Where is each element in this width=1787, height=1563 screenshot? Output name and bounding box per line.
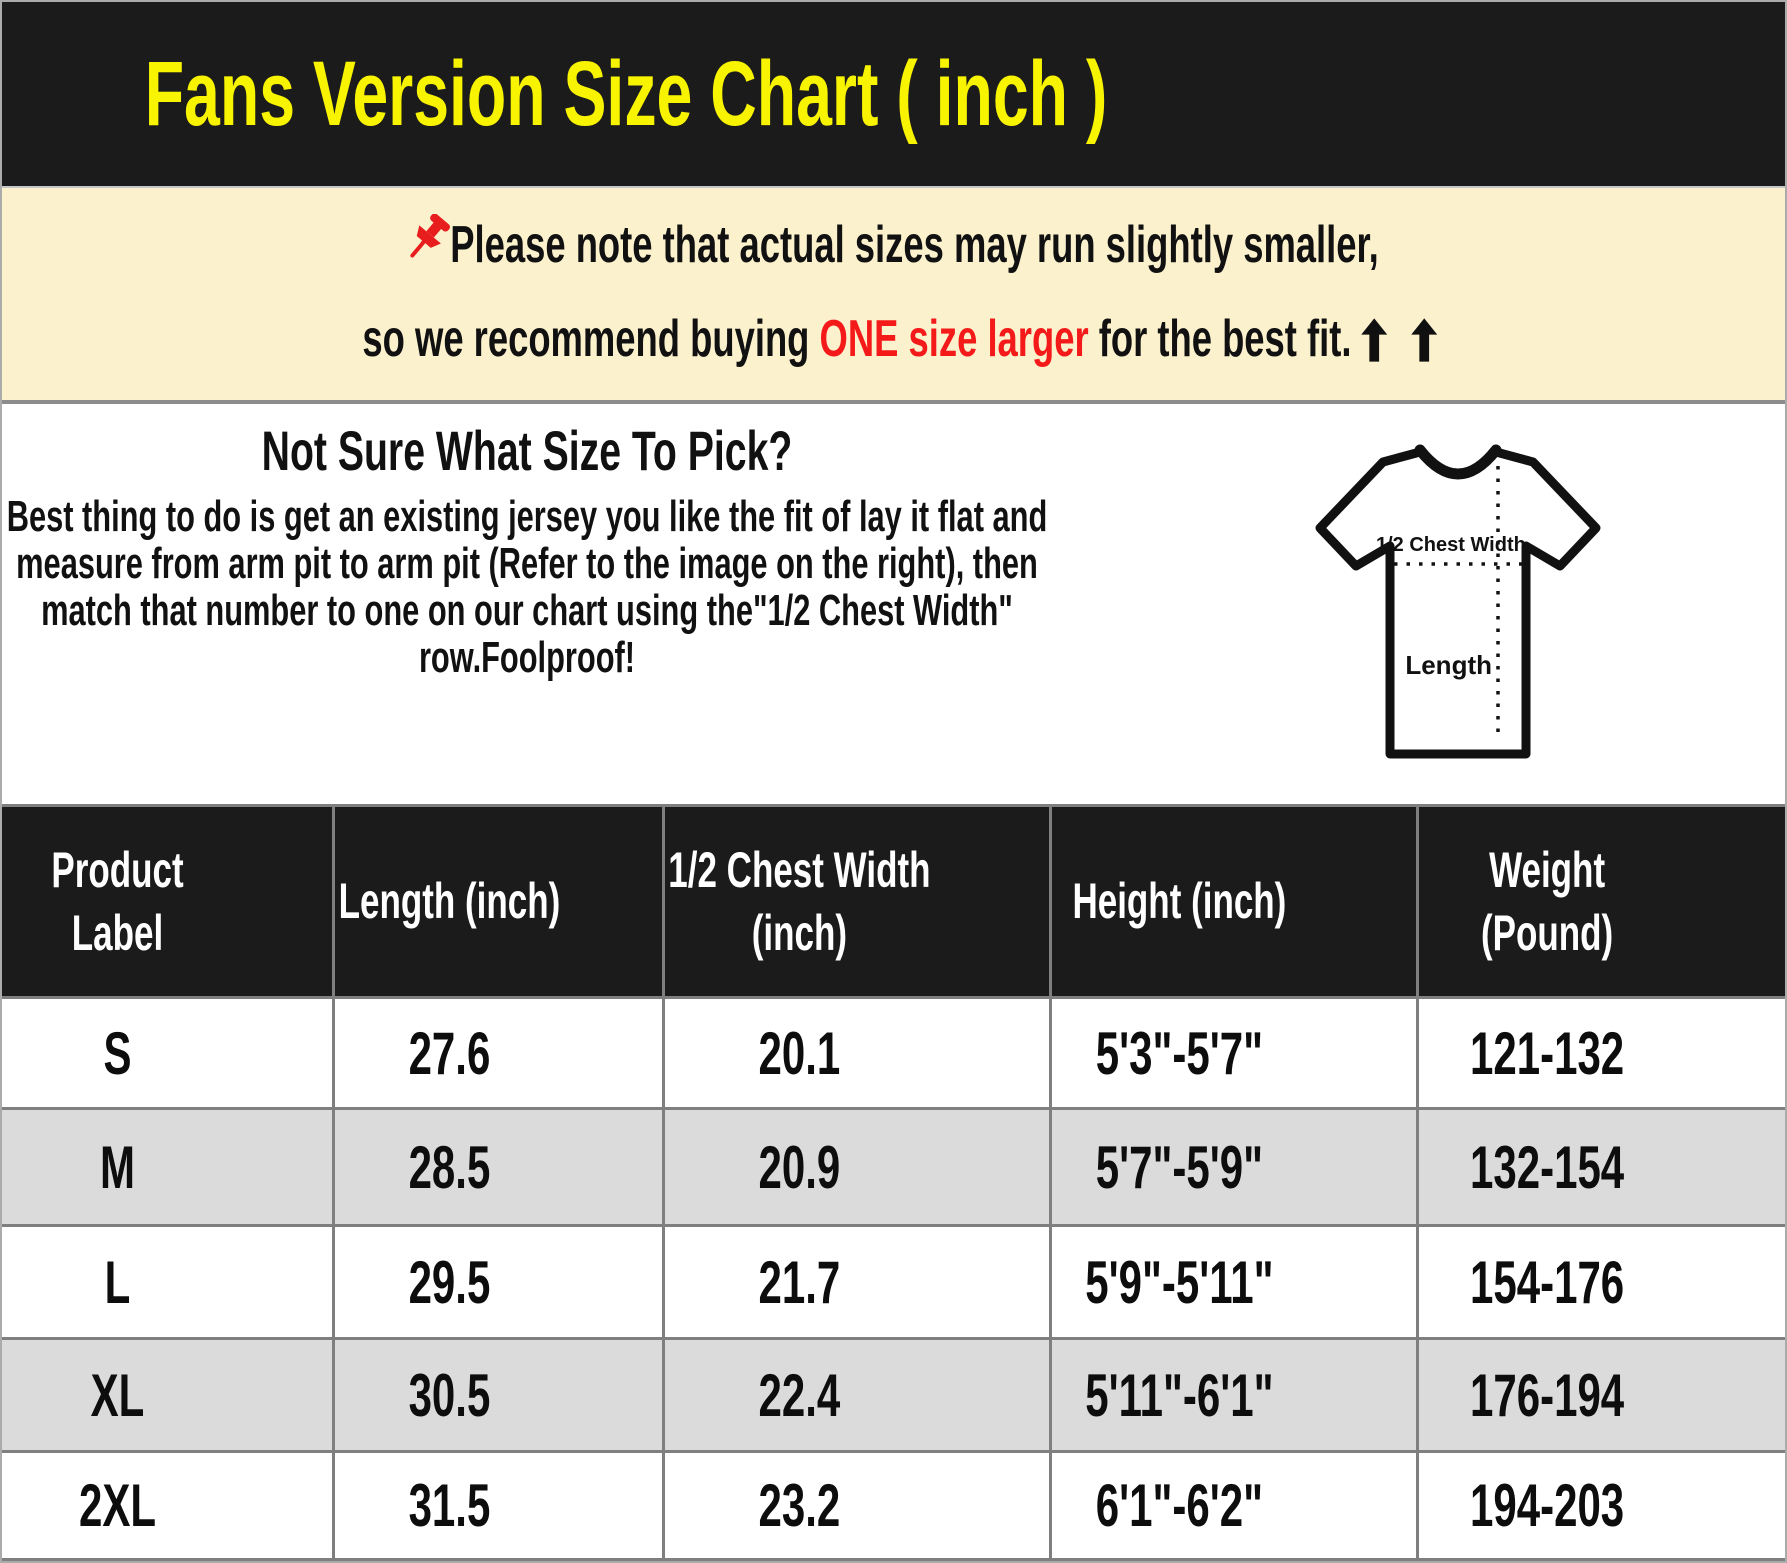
table-row-s-height: 5'3"-5'7" xyxy=(1052,999,1419,1110)
guide-line-2: measure from arm pit to arm pit (Refer t… xyxy=(16,539,1038,588)
col-header-product-label: Product Label xyxy=(2,807,335,999)
table-row-l-label: L xyxy=(2,1227,335,1340)
title-bar: Fans Version Size Chart ( inch ) xyxy=(2,2,1785,188)
table-row-xl-length: 30.5 xyxy=(335,1340,665,1453)
col-header-height: Height (inch) xyxy=(1052,807,1419,999)
table-row-2xl-height: 6'1"-6'2" xyxy=(1052,1453,1419,1561)
table-row-s-label: S xyxy=(2,999,335,1110)
chest-width-label: 1/2 Chest Width xyxy=(1376,534,1526,556)
notice-line2-suffix: for the best fit. xyxy=(1088,309,1352,368)
table-row-xl-label: XL xyxy=(2,1340,335,1453)
table-row-s-weight: 121-132 xyxy=(1419,999,1785,1110)
table-row-l-weight: 154-176 xyxy=(1419,1227,1785,1340)
notice-line-1: Please note that actual sizes may run sl… xyxy=(2,213,1785,288)
table-row-xl-height: 5'11"-6'1" xyxy=(1052,1340,1419,1453)
notice-line-2: so we recommend buying ONE size larger f… xyxy=(2,309,1785,374)
guide-line-3: match that number to one on our chart us… xyxy=(41,586,1013,635)
notice-line2-prefix: so we recommend buying xyxy=(362,309,820,368)
guide-instructions: Best thing to do is get an existing jers… xyxy=(2,493,1052,681)
size-table: Product Label Length (inch) 1/2 Chest Wi… xyxy=(2,804,1785,1561)
col-header-length: Length (inch) xyxy=(335,807,665,999)
table-row-l-height: 5'9"-5'11" xyxy=(1052,1227,1419,1340)
table-row-m-height: 5'7"-5'9" xyxy=(1052,1110,1419,1227)
sizing-guide-section: Not Sure What Size To Pick? Best thing t… xyxy=(2,404,1785,804)
table-row-2xl-weight: 194-203 xyxy=(1419,1453,1785,1561)
table-row-s-length: 27.6 xyxy=(335,999,665,1110)
col-header-chest-width: 1/2 Chest Width (inch) xyxy=(665,807,1052,999)
length-label: Length xyxy=(1405,650,1492,680)
page-title: Fans Version Size Chart ( inch ) xyxy=(144,42,1108,145)
guide-line-4: row.Foolproof! xyxy=(418,633,636,682)
notice-highlight: ONE size larger xyxy=(819,309,1089,368)
table-row-2xl-label: 2XL xyxy=(2,1453,335,1561)
notice-line1-text: Please note that actual sizes may run sl… xyxy=(450,216,1379,275)
notice-banner: Please note that actual sizes may run sl… xyxy=(2,188,1785,404)
pushpin-icon xyxy=(400,213,458,288)
guide-heading: Not Sure What Size To Pick? xyxy=(261,419,793,482)
table-row-2xl-chest: 23.2 xyxy=(665,1453,1052,1561)
guide-line-1: Best thing to do is get an existing jers… xyxy=(6,492,1048,541)
table-row-m-chest: 20.9 xyxy=(665,1110,1052,1227)
table-row-m-weight: 132-154 xyxy=(1419,1110,1785,1227)
table-row-2xl-length: 31.5 xyxy=(335,1453,665,1561)
table-row-m-label: M xyxy=(2,1110,335,1227)
table-row-m-length: 28.5 xyxy=(335,1110,665,1227)
up-arrow-icon xyxy=(1351,317,1438,374)
table-row-xl-weight: 176-194 xyxy=(1419,1340,1785,1453)
table-row-l-chest: 21.7 xyxy=(665,1227,1052,1340)
table-row-l-length: 29.5 xyxy=(335,1227,665,1340)
col-header-weight: Weight (Pound) xyxy=(1419,807,1785,999)
sizing-guide-text: Not Sure What Size To Pick? Best thing t… xyxy=(2,418,1052,681)
table-row-s-chest: 20.1 xyxy=(665,999,1052,1110)
table-row-xl-chest: 22.4 xyxy=(665,1340,1052,1453)
tshirt-measure-diagram: 1/2 Chest Width Length xyxy=(1308,434,1608,784)
